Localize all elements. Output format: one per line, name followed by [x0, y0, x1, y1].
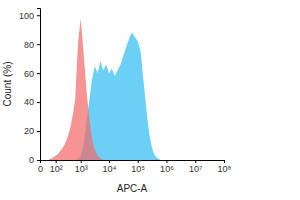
x-axis: 0 10² 10³ 10⁴ 10⁵ 10⁶ 10⁷ 10⁸: [38, 160, 232, 174]
y-tick-mark: [37, 44, 40, 45]
x-tick-label: 10³: [75, 164, 88, 174]
x-tick-label: 10⁸: [218, 164, 232, 174]
x-tick: 10⁸: [218, 160, 232, 174]
y-tick-label: 60: [24, 69, 34, 79]
y-tick-mark: [37, 160, 40, 161]
y-axis-line: [37, 9, 41, 161]
x-tick-mark: [224, 160, 225, 163]
histogram-area: [47, 33, 166, 160]
y-tick-label: 100: [19, 11, 34, 21]
x-tick-label: 10²: [50, 164, 63, 174]
x-tick: 10³: [75, 160, 88, 174]
x-tick-label: 10⁶: [160, 164, 174, 174]
x-tick-mark: [56, 160, 57, 163]
x-tick: 10⁴: [103, 160, 117, 174]
y-tick-label: 80: [24, 40, 34, 50]
y-tick: 40: [24, 97, 40, 107]
x-tick-label: 0: [38, 164, 43, 174]
x-tick-mark: [109, 160, 110, 163]
x-tick: 10⁶: [160, 160, 174, 174]
x-tick-label: 10⁵: [131, 164, 145, 174]
y-tick-mark: [37, 131, 40, 132]
x-tick-label: 10⁷: [189, 164, 202, 174]
y-tick-mark: [37, 102, 40, 103]
y-axis: 0 20 40 60 80 100: [19, 9, 41, 166]
x-axis-title: APC-A: [117, 183, 148, 194]
y-axis-title: Count (%): [2, 61, 13, 106]
x-tick: 10²: [50, 160, 63, 174]
x-tick-label: 10⁴: [103, 164, 117, 174]
y-tick-mark: [37, 15, 40, 16]
x-tick: 10⁷: [189, 160, 202, 174]
x-tick: 10⁵: [131, 160, 145, 174]
y-tick-mark: [37, 73, 40, 74]
y-tick-label: 40: [24, 97, 34, 107]
x-tick: 0: [38, 160, 43, 174]
y-tick-label: 20: [24, 126, 34, 136]
plot: 0 10² 10³ 10⁴ 10⁵ 10⁶ 10⁷ 10⁸ 0 20 40 60 80 100: [19, 9, 232, 175]
x-tick-mark: [195, 160, 196, 163]
y-tick: 20: [24, 126, 40, 136]
x-tick-mark: [166, 160, 167, 163]
histogram-area: [47, 18, 166, 160]
y-tick: 60: [24, 69, 40, 79]
y-tick: 0: [29, 155, 40, 165]
x-axis-line: [41, 161, 225, 164]
y-tick: 100: [19, 11, 40, 21]
y-tick: 80: [24, 40, 40, 50]
series-group: [47, 18, 166, 160]
y-tick-label: 0: [29, 155, 34, 165]
x-tick-mark: [138, 160, 139, 163]
x-tick-mark: [81, 160, 82, 163]
chart: 0 10² 10³ 10⁴ 10⁵ 10⁶ 10⁷ 10⁸ 0 20 40 60 80 100 APC-A C…: [0, 0, 300, 200]
